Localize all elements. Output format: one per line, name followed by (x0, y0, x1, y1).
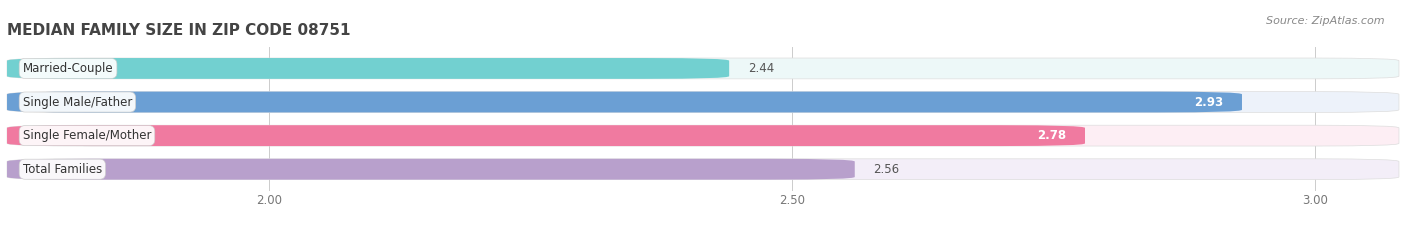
FancyBboxPatch shape (7, 58, 730, 79)
Text: MEDIAN FAMILY SIZE IN ZIP CODE 08751: MEDIAN FAMILY SIZE IN ZIP CODE 08751 (7, 24, 350, 38)
Text: Married-Couple: Married-Couple (22, 62, 114, 75)
Text: Single Female/Mother: Single Female/Mother (22, 129, 152, 142)
Text: 2.56: 2.56 (873, 163, 900, 176)
FancyBboxPatch shape (7, 92, 1399, 113)
Text: 2.78: 2.78 (1038, 129, 1066, 142)
Text: Single Male/Father: Single Male/Father (22, 96, 132, 109)
Text: 2.93: 2.93 (1194, 96, 1223, 109)
Text: Source: ZipAtlas.com: Source: ZipAtlas.com (1267, 16, 1385, 26)
FancyBboxPatch shape (7, 125, 1085, 146)
FancyBboxPatch shape (7, 92, 1241, 113)
Text: 2.44: 2.44 (748, 62, 775, 75)
FancyBboxPatch shape (7, 58, 1399, 79)
FancyBboxPatch shape (7, 159, 855, 180)
FancyBboxPatch shape (7, 125, 1399, 146)
FancyBboxPatch shape (7, 159, 1399, 180)
Text: Total Families: Total Families (22, 163, 103, 176)
